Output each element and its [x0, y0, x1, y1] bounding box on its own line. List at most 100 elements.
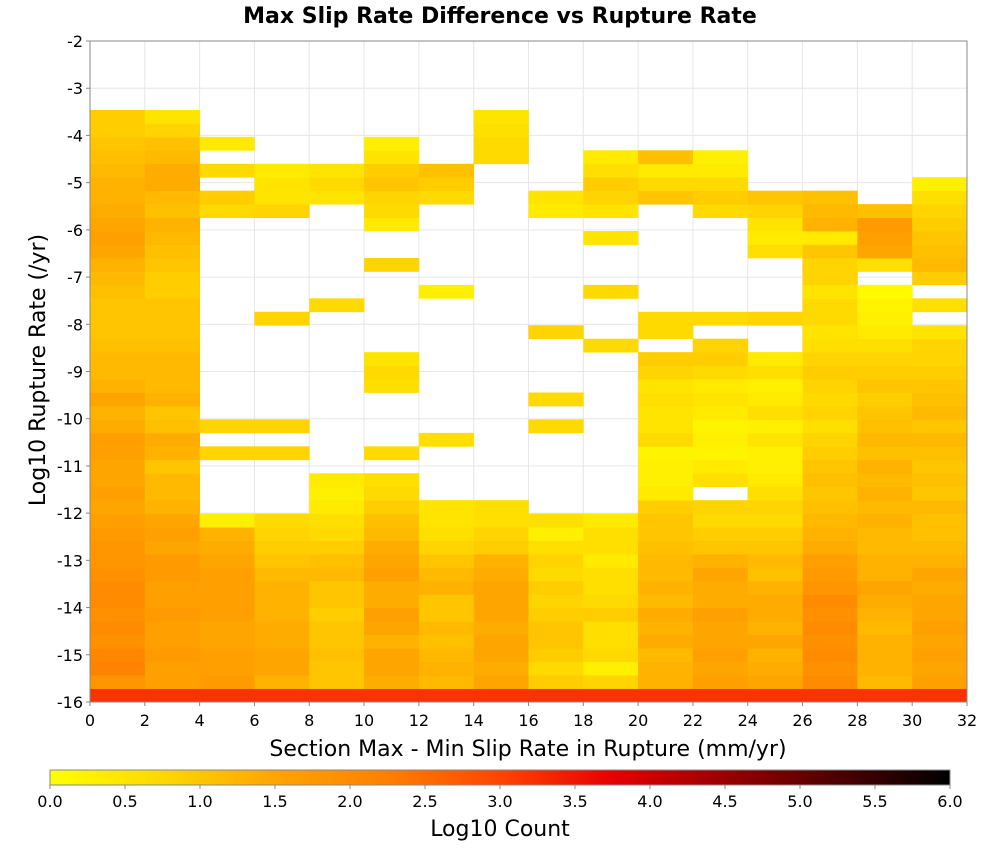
heatmap-cell [747, 446, 803, 461]
heatmap-cell [144, 688, 201, 703]
colorbar-tick-label: 6.0 [937, 792, 962, 811]
x-tick-label: 16 [518, 711, 538, 730]
heatmap-cell [692, 190, 749, 205]
heatmap-cell [90, 527, 146, 541]
heatmap-cell [144, 123, 201, 138]
y-axis-title: Log10 Rupture Rate (/yr) [26, 234, 51, 506]
heatmap-cell [90, 567, 146, 582]
heatmap-cell [90, 621, 146, 636]
heatmap-cell [857, 284, 913, 299]
heatmap-cell [857, 500, 913, 515]
heatmap-cell [747, 459, 803, 474]
heatmap-cell [747, 567, 803, 582]
x-tick-label: 2 [140, 711, 150, 730]
heatmap-cell [473, 553, 529, 568]
heatmap-cell [199, 527, 255, 541]
heatmap-cell [309, 540, 365, 555]
heatmap-cell [144, 338, 201, 353]
heatmap-cell [528, 607, 584, 622]
heatmap-cell [90, 325, 146, 340]
heatmap-cell [692, 405, 749, 420]
heatmap-cell [692, 352, 749, 366]
heatmap-cell [309, 473, 365, 488]
heatmap-cell [912, 432, 968, 447]
heatmap-cell [802, 634, 858, 649]
heatmap-cell [912, 527, 968, 541]
heatmap-cell [418, 432, 475, 447]
heatmap-cell [364, 594, 420, 609]
heatmap-cell [638, 379, 694, 393]
heatmap-cell [747, 594, 803, 609]
heatmap-cell [144, 500, 201, 515]
heatmap-cell [90, 634, 146, 649]
heatmap-cell [583, 675, 639, 689]
heatmap-cell [912, 540, 968, 555]
heatmap-cell [912, 244, 968, 259]
heatmap-cell [583, 594, 639, 609]
heatmap-cell [364, 150, 420, 165]
heatmap-cell [144, 325, 201, 340]
heatmap-cell [638, 325, 694, 340]
heatmap-cell [144, 432, 201, 447]
heatmap-cell [638, 446, 694, 461]
heatmap-cell [90, 352, 146, 366]
heatmap-cell [857, 446, 913, 461]
heatmap-cell [912, 648, 968, 663]
heatmap-cell [528, 688, 584, 703]
heatmap-cell [747, 500, 803, 515]
heatmap-cell [912, 298, 968, 313]
heatmap-cell [144, 419, 201, 434]
heatmap-cell [857, 298, 913, 313]
heatmap-cell [747, 419, 803, 434]
x-tick-label: 10 [354, 711, 374, 730]
heatmap-cell [418, 675, 475, 689]
heatmap-cell [254, 419, 310, 434]
heatmap-cell [418, 594, 475, 609]
heatmap-cell [802, 500, 858, 515]
heatmap-cell [144, 244, 201, 259]
heatmap-cell [692, 648, 749, 663]
heatmap-cell [912, 675, 968, 689]
heatmap-cell [90, 459, 146, 474]
heatmap-cell [583, 648, 639, 663]
heatmap-cell [747, 473, 803, 488]
heatmap-cell [254, 648, 310, 663]
heatmap-cell [528, 634, 584, 649]
heatmap-cell [802, 392, 858, 407]
y-tick-label: -15 [57, 646, 83, 665]
heatmap-cell [857, 607, 913, 622]
heatmap-cell [802, 244, 858, 259]
heatmap-cell [638, 527, 694, 541]
heatmap-cell [144, 190, 201, 205]
heatmap-cell [912, 177, 968, 192]
heatmap-cell [802, 446, 858, 461]
heatmap-cell [418, 634, 475, 649]
heatmap-cell [857, 392, 913, 407]
heatmap-cell [583, 607, 639, 622]
heatmap-cell [254, 446, 310, 461]
colorbar-title: Log10 Count [430, 817, 570, 842]
heatmap-cell [802, 271, 858, 286]
heatmap-cell [199, 163, 255, 178]
heatmap-cell [583, 621, 639, 636]
heatmap-cell [692, 567, 749, 582]
heatmap-cell [912, 446, 968, 461]
heatmap-cell [144, 473, 201, 488]
heatmap-cell [912, 352, 968, 366]
heatmap-cell [199, 567, 255, 582]
heatmap-cell [309, 298, 365, 313]
heatmap-cell [199, 446, 255, 461]
heatmap-cell [418, 567, 475, 582]
heatmap-cell [747, 365, 803, 380]
heatmap-cell [583, 527, 639, 541]
heatmap-cell [473, 688, 529, 703]
heatmap-cell [473, 580, 529, 595]
heatmap-cell [638, 150, 694, 165]
heatmap-cell [144, 446, 201, 461]
heatmap-cell [692, 540, 749, 555]
heatmap-cell [692, 311, 749, 326]
heatmap-cell [912, 553, 968, 568]
heatmap-cell [857, 352, 913, 366]
heatmap-cell [912, 204, 968, 218]
y-tick-label: -16 [57, 693, 83, 712]
